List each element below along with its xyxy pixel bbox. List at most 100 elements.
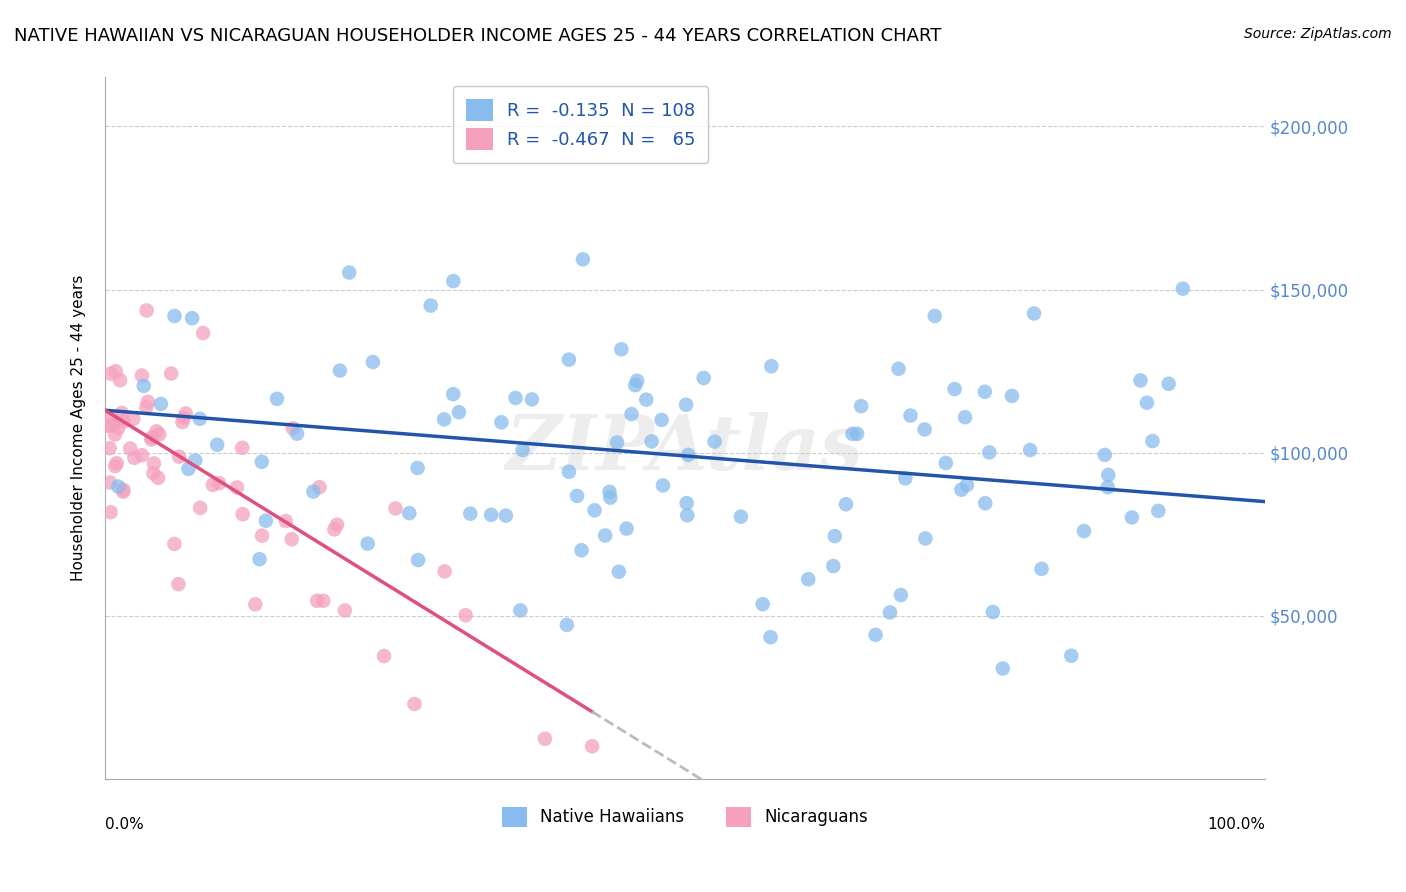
Point [188,412,211,426]
Point [250,455,273,469]
Point [1142,434,1164,448]
Point [1097,467,1119,482]
Point [120,442,142,456]
Point [384,501,406,516]
Point [177,462,200,476]
Point [678,448,700,462]
Point [1094,448,1116,462]
Point [312,593,335,607]
Point [100,367,122,381]
Point [950,483,973,497]
Point [640,434,662,449]
Point [104,427,127,442]
Point [797,572,820,586]
Point [226,480,249,494]
Point [307,593,329,607]
Point [135,303,157,318]
Point [520,392,543,407]
Point [943,382,966,396]
Point [107,421,129,435]
Point [512,443,534,458]
Point [361,355,384,369]
Point [131,368,153,383]
Point [280,533,302,547]
Point [675,398,697,412]
Point [326,517,349,532]
Point [1171,282,1194,296]
Point [181,311,204,326]
Point [558,352,581,367]
Point [406,461,429,475]
Text: NATIVE HAWAIIAN VS NICARAGUAN HOUSEHOLDER INCOME AGES 25 - 44 YEARS CORRELATION : NATIVE HAWAIIAN VS NICARAGUAN HOUSEHOLDE… [14,27,942,45]
Point [703,434,725,449]
Point [935,456,957,470]
Point [894,471,917,485]
Point [98,475,121,490]
Point [167,450,190,464]
Point [555,618,578,632]
Point [572,252,595,267]
Point [104,459,127,474]
Point [824,529,846,543]
Point [914,532,936,546]
Point [953,410,976,425]
Point [160,367,183,381]
Point [676,508,699,523]
Text: ZIPAtlas: ZIPAtlas [506,412,863,486]
Point [761,359,783,374]
Point [108,373,131,387]
Point [208,476,231,491]
Point [956,478,979,492]
Point [981,605,1004,619]
Point [205,438,228,452]
Point [329,363,352,377]
Point [534,731,557,746]
Point [447,405,470,419]
Point [191,326,214,340]
Point [1129,373,1152,387]
Point [581,739,603,754]
Point [112,484,135,499]
Point [100,418,122,433]
Point [98,410,121,425]
Point [266,392,288,406]
Point [250,529,273,543]
Point [1073,524,1095,538]
Point [1097,480,1119,494]
Point [879,606,901,620]
Point [692,371,714,385]
Text: 100.0%: 100.0% [1206,817,1265,832]
Point [1157,376,1180,391]
Point [111,406,134,420]
Point [232,507,254,521]
Point [281,421,304,435]
Point [302,484,325,499]
Point [849,399,872,413]
Point [1019,443,1042,458]
Point [565,489,588,503]
Point [593,528,616,542]
Y-axis label: Householder Income Ages 25 - 44 years: Householder Income Ages 25 - 44 years [72,275,86,582]
Point [404,697,426,711]
Point [254,514,277,528]
Point [124,450,146,465]
Point [131,448,153,462]
Point [1136,395,1159,409]
Point [509,603,531,617]
Point [136,394,159,409]
Point [616,522,638,536]
Point [142,457,165,471]
Point [606,435,628,450]
Point [184,453,207,467]
Point [148,427,170,442]
Point [419,299,441,313]
Point [887,361,910,376]
Point [651,413,673,427]
Point [571,543,593,558]
Point [107,415,129,429]
Point [636,392,658,407]
Point [900,409,922,423]
Point [141,430,163,444]
Point [245,598,267,612]
Point [914,422,936,436]
